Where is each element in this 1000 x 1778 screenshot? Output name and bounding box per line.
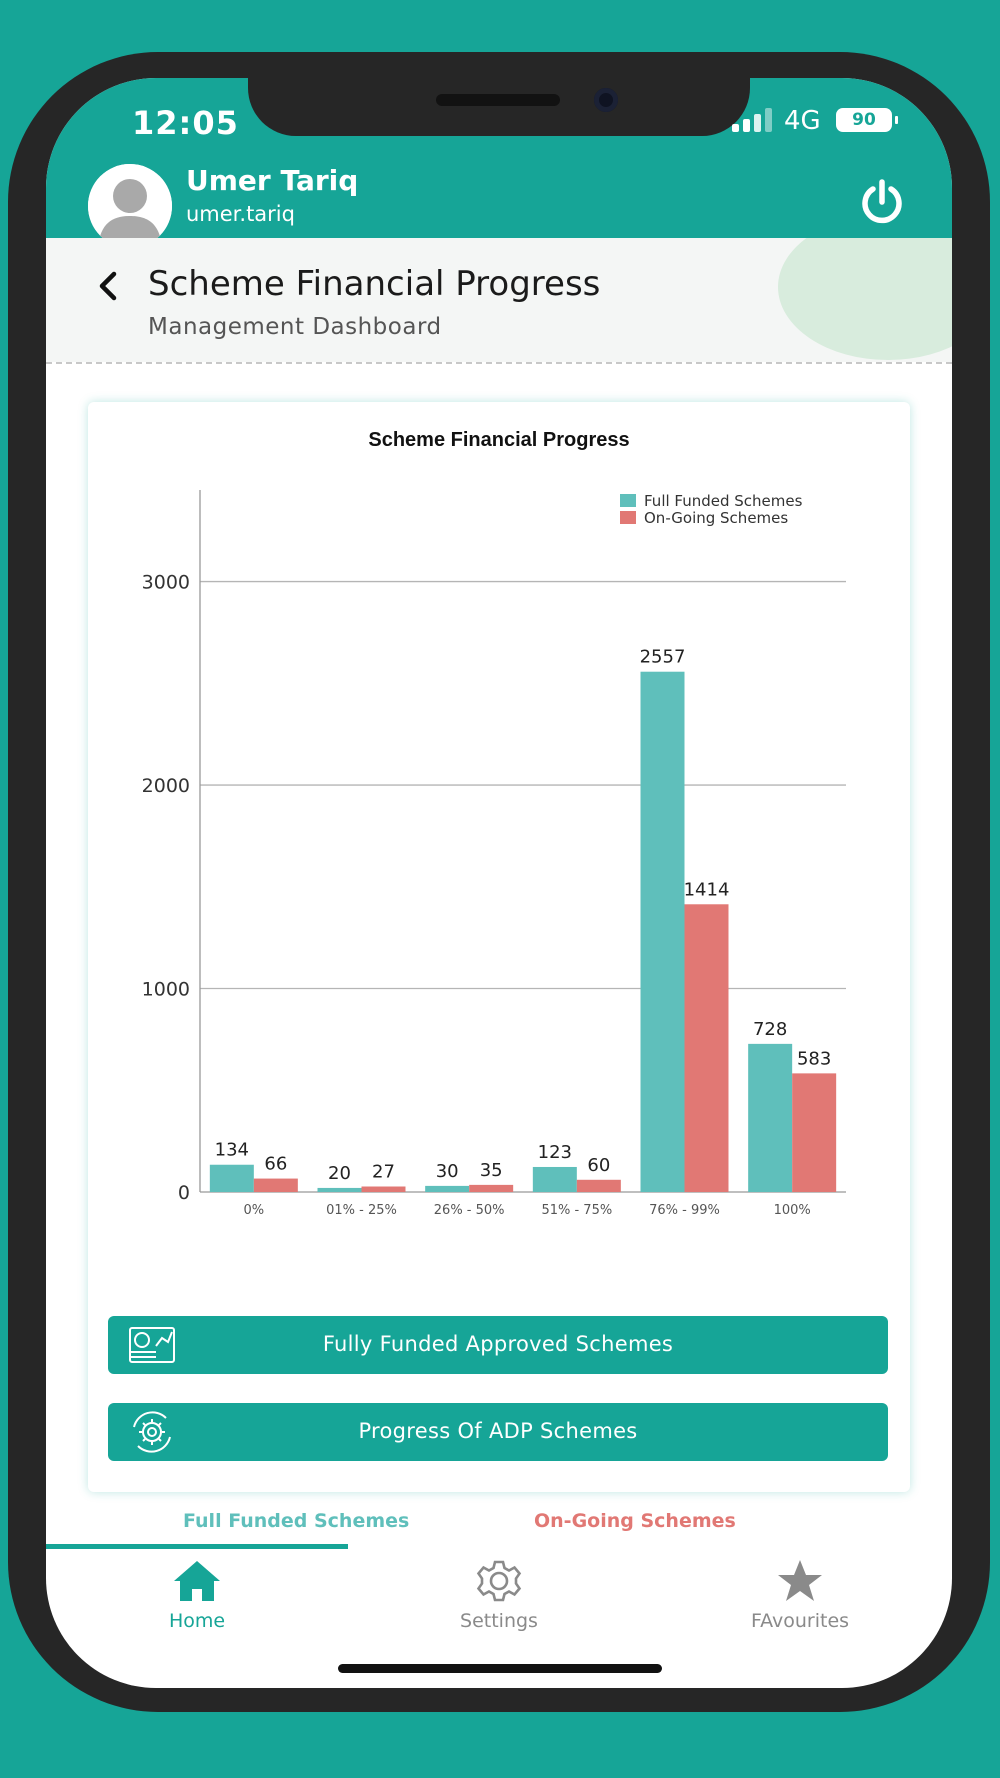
page-header: Scheme Financial Progress Management Das… <box>46 238 952 362</box>
data-label: 66 <box>264 1154 287 1175</box>
data-label: 1414 <box>684 879 730 900</box>
x-tick-label: 76% - 99% <box>649 1203 720 1218</box>
bar <box>684 904 729 1192</box>
legend-swatch <box>620 511 636 524</box>
nav-home[interactable]: Home <box>97 1558 297 1632</box>
nav-home-label: Home <box>168 1610 226 1632</box>
camera <box>594 88 618 112</box>
signal-icon <box>732 108 776 132</box>
star-icon <box>778 1560 822 1601</box>
x-tick-label: 100% <box>774 1203 811 1218</box>
funds-icon <box>129 1327 175 1363</box>
adp-progress-button[interactable]: Progress Of ADP Schemes <box>108 1403 888 1461</box>
user-name: Umer Tariq <box>186 164 359 197</box>
home-indicator <box>338 1664 662 1673</box>
gear-cycle-icon <box>133 1411 171 1453</box>
bar <box>792 1073 837 1192</box>
home-icon <box>174 1561 220 1601</box>
legend-swatch <box>620 494 636 507</box>
fully-funded-approved-button[interactable]: Fully Funded Approved Schemes <box>108 1316 888 1374</box>
bar <box>640 671 685 1192</box>
page-subtitle: Management Dashboard <box>148 314 442 340</box>
x-tick-label: 26% - 50% <box>434 1203 505 1218</box>
avatar[interactable] <box>88 164 172 248</box>
app-screen: 12:05 4G 90 Umer Tariq umer.tariq Scheme… <box>46 78 952 1688</box>
divider <box>46 362 952 364</box>
gear-icon <box>476 1560 522 1602</box>
chart-card: Scheme Financial Progress 0 1000 2000 3000 13… <box>88 402 910 1532</box>
ongoing-summary-label[interactable]: On-Going Schemes <box>534 1510 736 1532</box>
data-label: 27 <box>372 1162 395 1183</box>
data-label: 20 <box>328 1163 351 1184</box>
user-handle: umer.tariq <box>186 202 295 226</box>
bar <box>317 1187 362 1192</box>
data-label: 2557 <box>640 647 686 668</box>
legend-label: Full Funded Schemes <box>644 492 803 510</box>
data-label: 583 <box>797 1048 831 1069</box>
bar <box>576 1179 621 1192</box>
network-type: 4G <box>784 106 821 136</box>
data-label: 60 <box>587 1155 610 1176</box>
bar <box>209 1164 254 1192</box>
decorative-blob <box>778 238 952 360</box>
bar <box>425 1185 470 1192</box>
x-tick-label: 51% - 75% <box>541 1203 612 1218</box>
data-label: 134 <box>215 1140 249 1161</box>
logout-button[interactable] <box>856 176 908 228</box>
bar <box>748 1043 793 1192</box>
bar <box>469 1184 514 1192</box>
page-title: Scheme Financial Progress <box>148 264 601 304</box>
battery-icon: 90 <box>836 108 892 132</box>
bar <box>361 1186 406 1192</box>
x-tick-label: 0% <box>244 1203 265 1218</box>
nav-settings[interactable]: Settings <box>399 1558 599 1632</box>
chevron-left-icon <box>99 271 117 301</box>
back-button[interactable] <box>92 268 128 304</box>
y-tick-label: 3000 <box>142 572 190 594</box>
battery-tip <box>895 116 898 124</box>
nav-favourites[interactable]: FAvourites <box>700 1558 900 1632</box>
legend-label: On-Going Schemes <box>644 509 788 527</box>
bar <box>253 1178 298 1192</box>
notch <box>248 78 750 136</box>
y-tick-label: 1000 <box>142 979 190 1001</box>
bar <box>532 1166 577 1192</box>
full-funded-summary-label[interactable]: Full Funded Schemes <box>183 1510 410 1532</box>
nav-settings-label: Settings <box>460 1610 538 1632</box>
bar-chart: Scheme Financial Progress 0 1000 2000 3000 13… <box>142 429 846 1218</box>
chart-title: Scheme Financial Progress <box>368 429 629 451</box>
y-tick-label: 2000 <box>142 775 190 797</box>
active-tab-indicator <box>46 1544 348 1549</box>
power-icon <box>862 179 902 224</box>
fully-funded-approved-label: Fully Funded Approved Schemes <box>322 1332 674 1356</box>
data-label: 30 <box>436 1161 459 1182</box>
data-label: 35 <box>480 1160 503 1181</box>
nav-favourites-label: FAvourites <box>750 1610 850 1632</box>
speaker <box>436 94 560 106</box>
y-tick-label: 0 <box>178 1182 190 1204</box>
x-tick-label: 01% - 25% <box>326 1203 397 1218</box>
data-label: 123 <box>538 1142 572 1163</box>
data-label: 728 <box>753 1019 787 1040</box>
user-avatar-icon <box>88 164 172 248</box>
adp-progress-label: Progress Of ADP Schemes <box>358 1419 638 1443</box>
status-time: 12:05 <box>132 104 239 142</box>
